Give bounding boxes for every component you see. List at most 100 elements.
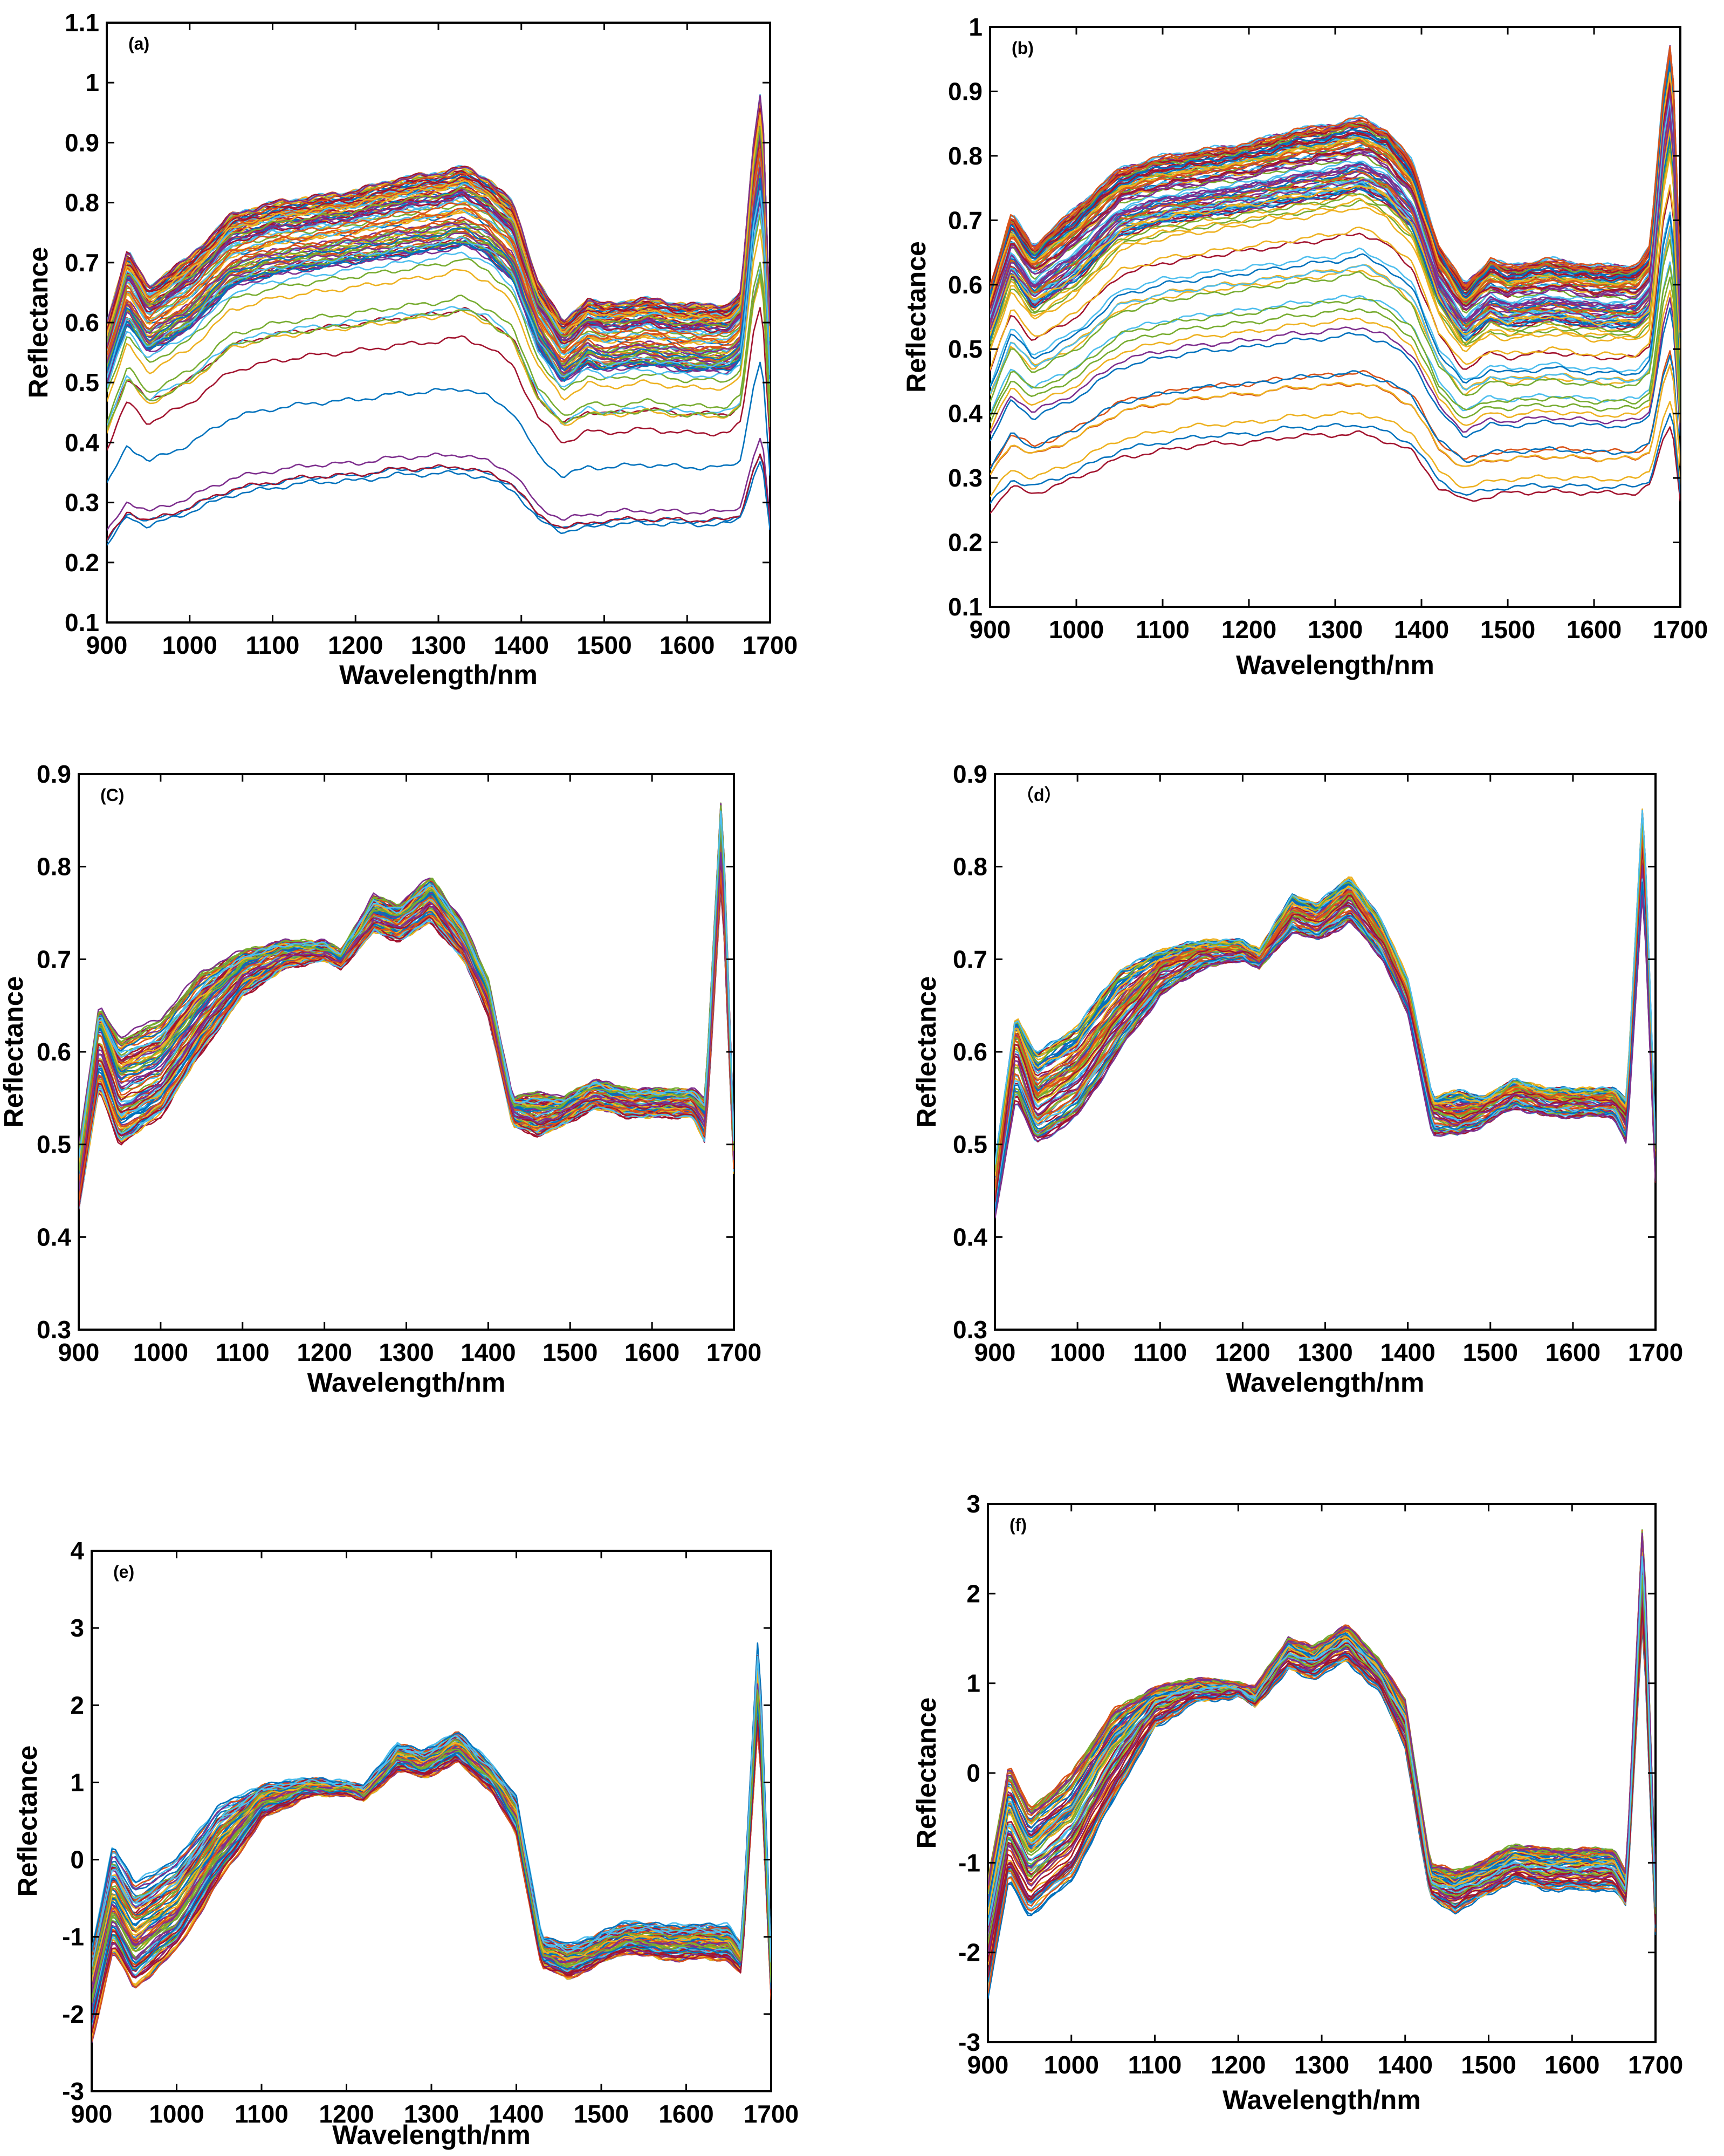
x-tick-label: 900 bbox=[58, 1338, 100, 1366]
spectrum-line bbox=[990, 120, 1680, 332]
spectrum-line bbox=[79, 810, 734, 1159]
panel-label: (e) bbox=[113, 1562, 134, 1582]
spectrum-line bbox=[79, 805, 734, 1152]
x-tick-label: 1300 bbox=[1297, 1338, 1352, 1366]
x-tick-label: 1000 bbox=[149, 2100, 204, 2128]
spectrum-line bbox=[107, 95, 770, 326]
x-tick-label: 1100 bbox=[1128, 2051, 1182, 2079]
spectrum-line bbox=[92, 1703, 771, 2015]
spectrum-line bbox=[92, 1678, 771, 1991]
spectrum-line bbox=[990, 143, 1680, 345]
spectrum-line bbox=[995, 823, 1656, 1179]
spectrum-line bbox=[990, 276, 1680, 423]
spectrum-line bbox=[990, 350, 1680, 468]
y-tick-label: 1 bbox=[969, 13, 983, 41]
spectrum-line bbox=[107, 361, 770, 483]
x-tick-label: 1700 bbox=[706, 1338, 761, 1366]
panel-f: 900 1000 1100 1200 1300 1400 1500 1600 1700 -3 -2 -… bbox=[911, 1490, 1683, 2115]
spectrum-line bbox=[107, 97, 770, 326]
y-tick-label: -1 bbox=[958, 1849, 980, 1877]
y-tick-label: 0.7 bbox=[65, 249, 99, 277]
x-tick-label: 900 bbox=[970, 615, 1011, 644]
spectrum-line bbox=[107, 461, 770, 546]
spectrum-line bbox=[107, 98, 770, 326]
spectrum-line bbox=[995, 893, 1656, 1217]
spectrum-line bbox=[990, 105, 1680, 322]
y-tick-label: 1 bbox=[966, 1669, 980, 1698]
y-tick-label: 0.8 bbox=[948, 142, 983, 170]
spectrum-line bbox=[990, 289, 1680, 432]
x-tick-label: 1100 bbox=[246, 631, 300, 659]
y-axis-title: Reflectance bbox=[0, 976, 29, 1128]
x-axis-title: Wavelength/nm bbox=[339, 660, 538, 690]
spectrum-line bbox=[995, 820, 1656, 1178]
spectrum-line bbox=[990, 400, 1680, 497]
y-tick-label: 0.6 bbox=[953, 1038, 987, 1066]
spectrum-line bbox=[995, 823, 1656, 1179]
x-tick-label: 1100 bbox=[1136, 615, 1190, 644]
spectrum-line bbox=[990, 364, 1680, 475]
spectrum-line bbox=[107, 126, 770, 343]
spectrum-line bbox=[990, 238, 1680, 402]
spectrum-line bbox=[107, 190, 770, 378]
spectrum-line bbox=[107, 454, 770, 542]
y-tick-label: 0.7 bbox=[953, 945, 987, 973]
spectrum-line bbox=[990, 86, 1680, 311]
spectrum-line bbox=[990, 231, 1680, 396]
y-tick-label: -1 bbox=[62, 1923, 84, 1951]
y-tick-label: 0.6 bbox=[65, 309, 99, 337]
spectrum-line bbox=[92, 1655, 771, 1967]
spectrum-line bbox=[990, 184, 1680, 370]
panel-label: (C) bbox=[100, 785, 124, 805]
x-tick-label: 1300 bbox=[411, 631, 466, 659]
spectrum-line bbox=[995, 892, 1656, 1218]
x-tick-label: 1300 bbox=[1294, 2051, 1349, 2079]
x-tick-label: 1600 bbox=[660, 631, 715, 659]
panel-c: 900 1000 1100 1200 1300 1400 1500 1600 1700 0.3 0.… bbox=[0, 760, 761, 1398]
y-tick-label: 0.9 bbox=[953, 760, 987, 788]
spectrum-line bbox=[995, 817, 1656, 1175]
x-tick-label: 1400 bbox=[1378, 2051, 1433, 2079]
axis-ticks: 900 1000 1100 1200 1300 1400 1500 1600 1700 0.3 0.… bbox=[953, 760, 1683, 1366]
spectrum-line bbox=[990, 150, 1680, 349]
spectrum-line bbox=[79, 824, 734, 1172]
y-axis-title: Reflectance bbox=[12, 1746, 43, 1897]
y-tick-label: 0.8 bbox=[37, 853, 71, 881]
spectrum-line bbox=[990, 153, 1680, 352]
spectrum-line bbox=[988, 1586, 1656, 1955]
spectrum-line bbox=[92, 1729, 771, 2042]
axis-ticks: 900 1000 1100 1200 1300 1400 1500 1600 1700 -3 -2 -… bbox=[62, 1537, 799, 2128]
x-tick-label: 1700 bbox=[1653, 615, 1708, 644]
y-tick-label: 0.4 bbox=[948, 400, 983, 428]
axis-ticks: 900 1000 1100 1200 1300 1400 1500 1600 1700 0.1 0.… bbox=[65, 9, 798, 659]
spectrum-line bbox=[990, 138, 1680, 343]
spectrum-line bbox=[995, 840, 1656, 1196]
spectra-lines bbox=[107, 94, 770, 546]
spectrum-line bbox=[92, 1644, 771, 1952]
y-tick-label: 0.5 bbox=[953, 1131, 987, 1159]
spectrum-line bbox=[995, 878, 1656, 1212]
panel-a: 900 1000 1100 1200 1300 1400 1500 1600 1700 0.1 0.… bbox=[23, 9, 798, 690]
spectrum-line bbox=[990, 426, 1680, 514]
y-tick-label: 0.3 bbox=[948, 464, 983, 492]
spectrum-line bbox=[990, 91, 1680, 314]
y-tick-label: 0.9 bbox=[65, 128, 99, 156]
spectrum-line bbox=[995, 817, 1656, 1173]
spectrum-line bbox=[995, 818, 1656, 1175]
spectrum-line bbox=[988, 1609, 1656, 1980]
x-tick-label: 1500 bbox=[574, 2100, 629, 2128]
x-tick-label: 1000 bbox=[1044, 2051, 1099, 2079]
spectrum-line bbox=[990, 136, 1680, 341]
spectrum-line bbox=[995, 810, 1656, 1165]
panel-label: (b) bbox=[1012, 38, 1034, 58]
spectrum-line bbox=[107, 133, 770, 346]
x-tick-label: 1700 bbox=[1628, 2051, 1683, 2079]
spectrum-line bbox=[995, 822, 1656, 1179]
spectrum-line bbox=[990, 297, 1680, 435]
spectrum-line bbox=[92, 1702, 771, 2014]
x-axis-title: Wavelength/nm bbox=[1226, 1367, 1425, 1398]
y-axis-title: Reflectance bbox=[901, 241, 931, 393]
x-tick-label: 1500 bbox=[1461, 2051, 1516, 2079]
spectrum-line bbox=[988, 1609, 1656, 1981]
y-tick-label: 0.4 bbox=[953, 1223, 987, 1251]
